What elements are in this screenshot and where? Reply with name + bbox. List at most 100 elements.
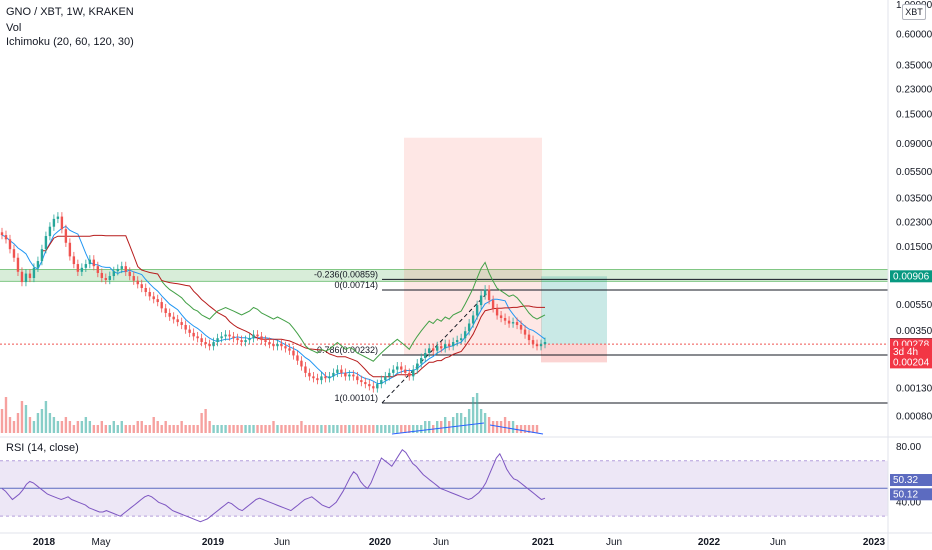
candle-body xyxy=(204,342,207,345)
volume-bar xyxy=(144,425,147,433)
candle-body xyxy=(292,350,295,356)
candle-body xyxy=(320,376,323,381)
candle-body xyxy=(136,280,139,285)
candle-body xyxy=(248,338,251,341)
volume-bar xyxy=(248,425,251,433)
volume-bar xyxy=(28,417,32,433)
candle-body xyxy=(396,366,399,370)
candle-body xyxy=(60,216,64,230)
candle-body xyxy=(92,259,96,267)
time-tick-label: 2020 xyxy=(369,537,392,548)
rsi-label: RSI (14, close) xyxy=(6,442,79,454)
volume-label: Vol xyxy=(6,22,22,34)
candle-body xyxy=(88,259,92,265)
candle-body xyxy=(20,271,24,283)
volume-bar xyxy=(216,425,219,433)
candle-body xyxy=(503,318,507,321)
volume-bar xyxy=(20,401,24,433)
candle-body xyxy=(132,276,135,281)
candle-body xyxy=(264,340,267,343)
candle-body xyxy=(16,257,20,272)
candle-body xyxy=(148,292,151,297)
volume-bar xyxy=(336,425,339,433)
volume-bar xyxy=(380,425,383,433)
volume-bar xyxy=(304,425,307,433)
volume-bar xyxy=(511,421,515,433)
volume-bar xyxy=(228,425,231,433)
volume-bar xyxy=(300,421,303,433)
fib-level-label: -0.236(0.00859) xyxy=(314,269,378,279)
volume-bar xyxy=(495,421,499,433)
volume-bar xyxy=(188,425,191,433)
candle-body xyxy=(360,380,363,383)
candle-body xyxy=(28,273,32,278)
volume-bar xyxy=(56,421,60,433)
candle-body xyxy=(252,334,255,339)
volume-bar xyxy=(132,425,135,433)
volume-bar xyxy=(96,425,100,433)
volume-bar xyxy=(455,413,459,433)
rsi-tick-label: 80.00 xyxy=(896,442,921,453)
candle-body xyxy=(388,372,391,377)
candle-body xyxy=(491,300,495,309)
candle-body xyxy=(192,332,195,337)
volume-bar xyxy=(160,425,163,433)
volume-bar xyxy=(200,413,203,433)
volume-bar xyxy=(280,425,283,433)
candle-body xyxy=(156,299,159,303)
candle-body xyxy=(436,346,439,351)
rsi-price-tag xyxy=(890,474,932,487)
volume-bar xyxy=(368,425,371,433)
volume-trend-line xyxy=(391,422,485,435)
volume-bar xyxy=(527,425,531,433)
rsi-price-tag-label: 50.12 xyxy=(893,489,918,500)
candle-body xyxy=(316,378,319,381)
rsi-line xyxy=(1,448,546,523)
volume-bar xyxy=(256,425,259,433)
volume-bar xyxy=(176,425,179,433)
candle-body xyxy=(416,363,419,370)
candle-body xyxy=(96,266,100,273)
volume-bar xyxy=(12,421,16,433)
candle-body xyxy=(455,340,459,343)
volume-bar xyxy=(276,425,279,433)
currency-badge[interactable]: XBT xyxy=(902,4,926,20)
volume-bar xyxy=(268,425,271,433)
candle-body xyxy=(152,296,155,300)
symbol-title: GNO / XBT, 1W, KRAKEN xyxy=(6,6,134,18)
time-tick-label: Jun xyxy=(770,537,786,548)
chikou-line xyxy=(161,261,546,362)
price-tick-label: 0.00350 xyxy=(896,326,932,337)
candle-body xyxy=(475,305,479,316)
candle-body xyxy=(511,322,515,324)
candle-body xyxy=(180,322,183,325)
volume-bar xyxy=(408,425,411,433)
volume-bar xyxy=(8,417,12,433)
candle-body xyxy=(56,216,60,219)
candle-body xyxy=(8,239,12,250)
volume-bar xyxy=(519,425,523,433)
rsi-pane[interactable] xyxy=(0,448,888,523)
volume-bar xyxy=(471,397,475,433)
price-tick-label: 0.03500 xyxy=(896,193,932,204)
candle-body xyxy=(64,229,68,243)
candle-body xyxy=(376,384,379,389)
price-tag-label: 0.00906 xyxy=(893,271,930,282)
candle-body xyxy=(128,271,131,277)
volume-bar xyxy=(503,417,507,433)
volume-bar xyxy=(284,425,287,433)
volume-bar xyxy=(507,421,511,433)
time-tick-label: Jun xyxy=(433,537,449,548)
volume-bar xyxy=(24,405,28,433)
time-tick-label: 2018 xyxy=(33,537,56,548)
volume-bar xyxy=(220,425,223,433)
volume-bar xyxy=(459,413,463,433)
volume-bar xyxy=(152,417,155,433)
candle-body xyxy=(24,273,28,283)
volume-bar xyxy=(324,425,327,433)
volume-bar xyxy=(424,421,427,433)
price-tag-label: 3d 4h xyxy=(893,347,918,358)
candle-body xyxy=(439,346,443,349)
main-price-pane[interactable]: -0.236(0.00859)0(0.00714) 0.786(0.00232) 1… xyxy=(0,137,888,404)
